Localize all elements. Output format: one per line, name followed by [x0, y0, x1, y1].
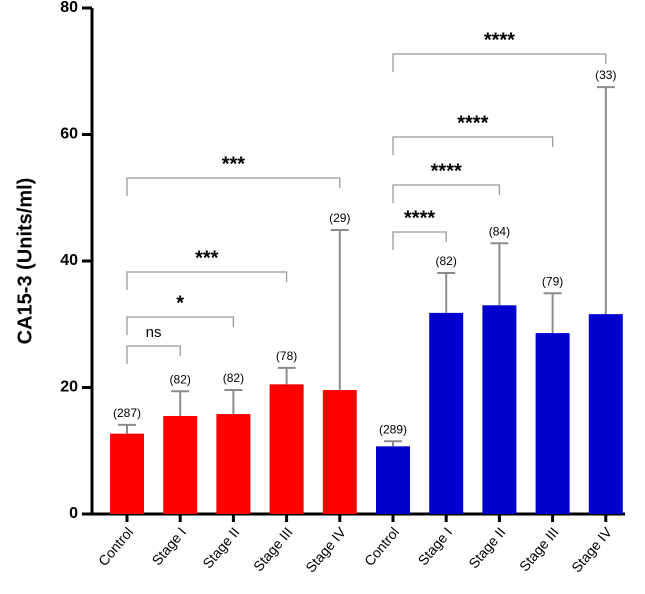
x-tick-label: Stage II [199, 524, 242, 571]
y-tick-label: 80 [60, 0, 78, 16]
significance-bracket [392, 184, 501, 203]
n-label: (79) [542, 274, 563, 288]
x-tick-label: Stage III [250, 524, 296, 574]
significance-label: * [176, 292, 184, 314]
significance-bracket [126, 271, 288, 290]
bar [482, 305, 517, 514]
bar [163, 415, 198, 514]
y-tick-label: 40 [60, 252, 78, 269]
significance-bracket [392, 53, 607, 72]
significance-label: *** [195, 247, 219, 269]
significance-bracket [126, 345, 181, 364]
n-label: (84) [489, 224, 510, 238]
significance-label: **** [404, 207, 435, 229]
x-tick-label: Stage IV [568, 524, 615, 576]
y-tick-label: 60 [60, 126, 78, 143]
n-label: (29) [329, 211, 350, 225]
n-label: (82) [223, 371, 244, 385]
n-label: (289) [379, 422, 407, 436]
x-tick-label: Stage I [149, 524, 190, 568]
bar [376, 446, 410, 514]
significance-label: **** [484, 29, 515, 51]
significance-bracket [392, 136, 554, 155]
significance-bracket [392, 231, 447, 250]
significance-bracket [126, 316, 235, 335]
significance-bracket [126, 177, 341, 196]
bar [269, 384, 304, 514]
n-label: (33) [595, 68, 616, 82]
y-tick-label: 20 [60, 379, 78, 396]
x-tick-label: Stage IV [302, 524, 349, 576]
bar [429, 312, 464, 514]
x-tick-label: Control [95, 524, 136, 569]
significance-label: **** [457, 112, 488, 134]
y-tick-label: 0 [69, 505, 78, 522]
y-axis-label: CA15-3 (Units/ml) [14, 178, 36, 345]
significance-label: *** [222, 153, 246, 175]
n-label: (82) [170, 372, 191, 386]
bar [216, 414, 251, 514]
n-label: (82) [436, 254, 457, 268]
bar [322, 390, 357, 514]
x-tick-label: Stage I [415, 524, 456, 568]
x-tick-label: Control [361, 524, 402, 569]
x-tick-label: Stage III [516, 524, 562, 574]
x-tick-label: Stage II [465, 524, 508, 571]
significance-label: **** [431, 160, 462, 182]
n-label: (287) [113, 406, 141, 420]
significance-label: ns [146, 324, 162, 341]
n-label: (78) [276, 349, 297, 363]
bar [588, 314, 623, 514]
bar [110, 433, 144, 514]
bar [535, 333, 570, 514]
